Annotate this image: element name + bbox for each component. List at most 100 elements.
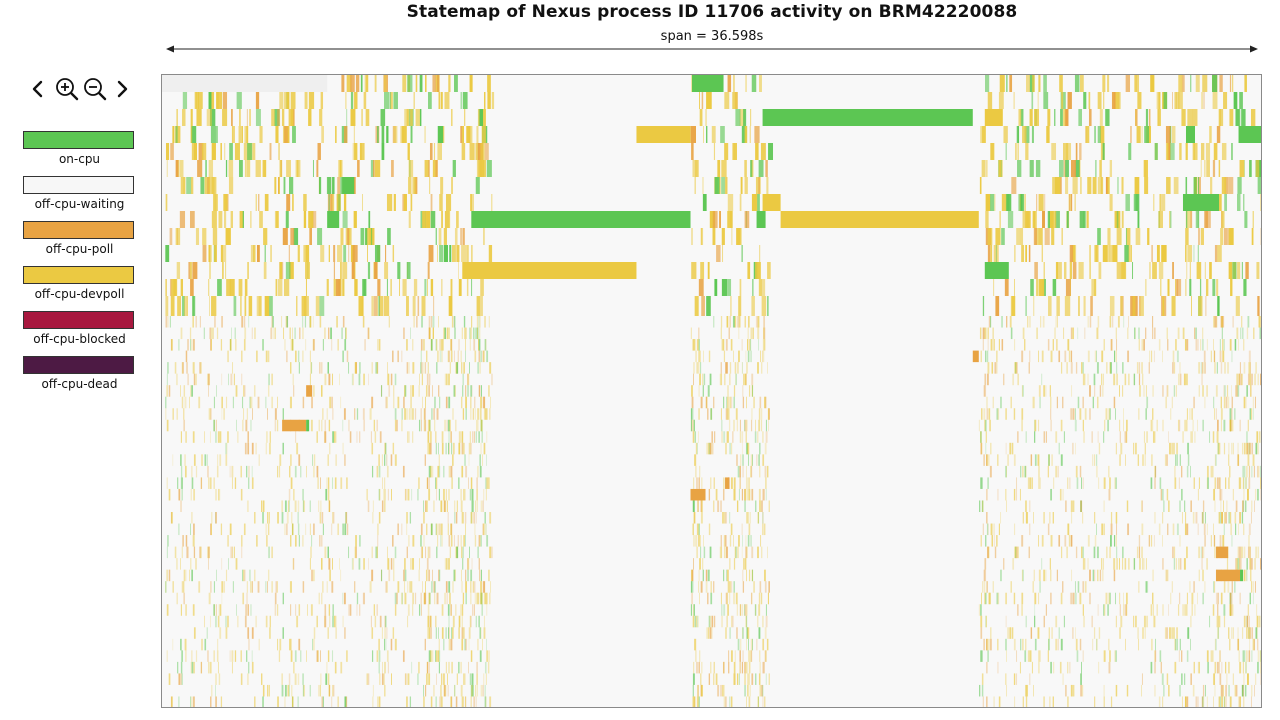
state-segment-on-cpu: [1200, 362, 1202, 374]
legend-item-on-cpu[interactable]: on-cpu: [23, 131, 137, 176]
statemap-plot[interactable]: [161, 74, 1262, 708]
state-segment-off-cpu-devpoll: [451, 661, 453, 674]
state-segment-off-cpu-devpoll: [166, 477, 168, 489]
state-segment-off-cpu-devpoll: [279, 454, 282, 466]
state-segment-off-cpu-devpoll: [738, 327, 740, 340]
state-segment-off-cpu-devpoll: [712, 500, 715, 512]
state-segment-on-cpu: [1189, 279, 1192, 296]
state-segment-off-cpu-devpoll: [694, 638, 695, 651]
state-segment-on-cpu: [249, 396, 251, 409]
legend-item-off-cpu-blocked[interactable]: off-cpu-blocked: [23, 311, 137, 356]
state-segment-off-cpu-devpoll: [697, 500, 699, 512]
state-segment-off-cpu-devpoll: [327, 477, 330, 489]
state-segment-off-cpu-poll: [1003, 373, 1005, 386]
state-segment-off-cpu-poll: [327, 194, 333, 211]
state-segment-off-cpu-poll: [1248, 650, 1251, 662]
legend-item-off-cpu-dead[interactable]: off-cpu-dead: [23, 356, 137, 401]
state-segment-off-cpu-poll: [1220, 362, 1223, 374]
state-segment-off-cpu-devpoll: [1013, 92, 1015, 109]
state-segment-off-cpu-poll: [451, 339, 453, 351]
state-segment-off-cpu-devpoll: [736, 604, 739, 616]
state-segment-off-cpu-devpoll: [1258, 316, 1260, 328]
state-segment-off-cpu-devpoll: [409, 109, 412, 126]
state-segment-off-cpu-devpoll: [1202, 385, 1204, 397]
legend-swatch[interactable]: [23, 176, 134, 194]
legend-swatch[interactable]: [23, 266, 134, 284]
state-segment-off-cpu-devpoll: [748, 477, 750, 489]
state-segment-off-cpu-devpoll: [406, 523, 408, 536]
state-segment-on-cpu: [758, 160, 764, 177]
state-segment-off-cpu-devpoll: [1237, 262, 1241, 279]
state-segment-off-cpu-devpoll: [1083, 615, 1085, 628]
state-segment-off-cpu-devpoll: [765, 477, 767, 489]
state-segment-off-cpu-poll: [467, 558, 469, 570]
state-segment-off-cpu-devpoll: [263, 160, 267, 177]
state-segment-on-cpu: [1221, 327, 1223, 340]
state-segment-off-cpu-poll: [1071, 160, 1076, 177]
state-segment-off-cpu-poll: [417, 296, 420, 316]
state-segment-off-cpu-poll: [414, 592, 417, 605]
state-segment-off-cpu-devpoll: [1185, 339, 1188, 351]
state-segment-off-cpu-devpoll: [1243, 673, 1245, 685]
state-segment-off-cpu-devpoll: [291, 339, 294, 351]
state-segment-on-cpu: [732, 316, 735, 328]
state-segment-off-cpu-poll: [210, 523, 212, 536]
state-segment-off-cpu-devpoll: [720, 592, 722, 605]
state-segment-on-cpu: [265, 581, 267, 593]
state-segment-off-cpu-devpoll: [354, 362, 357, 374]
state-segment-off-cpu-devpoll: [428, 627, 431, 639]
zoom-in-icon[interactable]: [54, 74, 80, 104]
state-segment-off-cpu-devpoll: [1081, 546, 1083, 559]
state-segment-on-cpu: [418, 419, 421, 432]
state-segment-off-cpu-devpoll: [1179, 362, 1181, 374]
state-segment-off-cpu-devpoll: [1143, 615, 1145, 628]
state-segment-off-cpu-devpoll: [184, 454, 186, 466]
state-segment-off-cpu-poll: [321, 696, 324, 707]
state-segment-off-cpu-devpoll: [321, 558, 323, 570]
state-segment-off-cpu-devpoll: [298, 604, 301, 616]
chevron-right-icon[interactable]: [114, 74, 130, 104]
state-segment-off-cpu-devpoll: [195, 228, 200, 245]
state-segment-off-cpu-devpoll: [1033, 684, 1034, 697]
statemap-svg[interactable]: [162, 75, 1261, 707]
state-segment-on-cpu: [1134, 327, 1136, 340]
legend-item-off-cpu-waiting[interactable]: off-cpu-waiting: [23, 176, 137, 221]
state-segment-on-cpu: [236, 419, 237, 432]
zoom-out-icon[interactable]: [82, 74, 108, 104]
state-segment-on-cpu: [431, 581, 433, 593]
state-segment-off-cpu-poll: [215, 419, 217, 432]
state-segment-off-cpu-devpoll: [699, 592, 700, 605]
state-segment-off-cpu-devpoll: [723, 350, 726, 363]
state-segment-off-cpu-devpoll: [383, 673, 385, 685]
state-segment-off-cpu-devpoll: [250, 245, 254, 262]
state-segment-off-cpu-devpoll: [1003, 126, 1008, 143]
state-segment-off-cpu-poll: [392, 350, 394, 363]
state-segment-off-cpu-poll: [1006, 316, 1008, 328]
legend-item-off-cpu-poll[interactable]: off-cpu-poll: [23, 221, 137, 266]
state-segment-off-cpu-devpoll: [294, 673, 297, 685]
state-segment-off-cpu-poll: [185, 350, 188, 363]
state-segment-off-cpu-poll: [374, 262, 378, 279]
state-segment-on-cpu: [182, 92, 188, 109]
state-segment-off-cpu-devpoll: [1184, 523, 1187, 536]
state-segment-off-cpu-devpoll: [183, 569, 186, 582]
state-segment-off-cpu-poll: [468, 477, 469, 489]
state-segment-off-cpu-devpoll: [1041, 535, 1044, 547]
legend-swatch[interactable]: [23, 311, 134, 329]
state-segment-off-cpu-devpoll: [1169, 627, 1171, 639]
state-segment-off-cpu-devpoll: [461, 604, 464, 616]
legend-swatch[interactable]: [23, 221, 134, 239]
state-segment-on-cpu: [726, 569, 727, 582]
state-segment-off-cpu-devpoll: [1250, 442, 1252, 455]
state-segment-on-cpu: [385, 442, 387, 455]
state-segment-off-cpu-devpoll: [1189, 408, 1191, 420]
chevron-left-icon[interactable]: [30, 74, 46, 104]
state-segment-on-cpu: [1074, 408, 1076, 420]
state-segment-on-cpu: [1187, 442, 1189, 455]
legend-swatch[interactable]: [23, 131, 134, 149]
state-segment-off-cpu-devpoll: [1212, 92, 1218, 109]
legend-item-off-cpu-devpoll[interactable]: off-cpu-devpoll: [23, 266, 137, 311]
state-segment-off-cpu-devpoll: [757, 546, 759, 559]
legend-swatch[interactable]: [23, 356, 134, 374]
state-segment-off-cpu-devpoll: [218, 431, 221, 443]
